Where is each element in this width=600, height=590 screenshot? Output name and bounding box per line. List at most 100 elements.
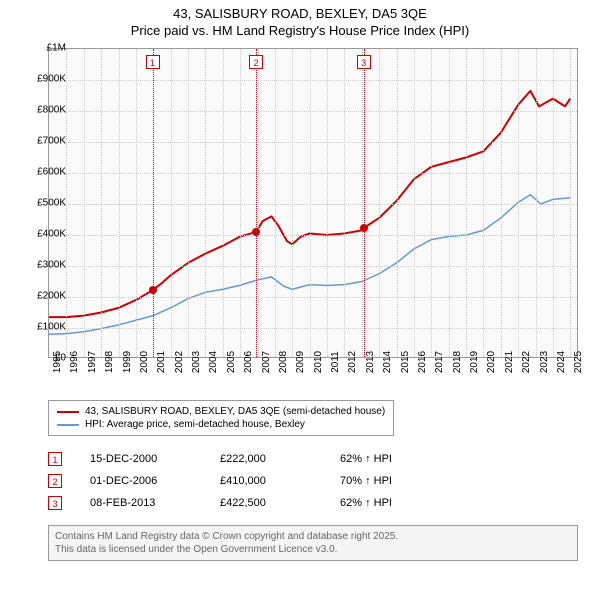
grid-v [84,49,85,357]
y-axis-label: £200K [26,291,66,302]
x-axis-label: 2013 [365,351,376,373]
x-axis-label: 1999 [122,351,133,373]
grid-v [536,49,537,357]
x-axis-label: 2010 [313,351,324,373]
grid-v [431,49,432,357]
sales-row-3: 3 08-FEB-2013 £422,500 62% ↑ HPI [48,492,440,514]
chart-plot-area: 123 [48,48,578,358]
x-axis-label: 2018 [452,351,463,373]
sales-marker-3: 3 [48,496,62,510]
x-axis-label: 2000 [139,351,150,373]
chart-svg [49,49,577,357]
legend-swatch-1 [57,411,79,413]
x-axis-label: 2022 [521,351,532,373]
grid-h [49,297,577,298]
x-axis-label: 2025 [573,351,584,373]
grid-v [483,49,484,357]
x-axis-label: 2009 [295,351,306,373]
x-axis-label: 2017 [434,351,445,373]
sale-marker-line [364,49,365,357]
sale-point-dot [360,224,368,232]
y-axis-label: £500K [26,198,66,209]
x-axis-label: 2011 [330,351,341,373]
grid-v [518,49,519,357]
x-axis-label: 2001 [156,351,167,373]
x-axis-label: 2012 [347,351,358,373]
sales-table: 1 15-DEC-2000 £222,000 62% ↑ HPI 2 01-DE… [48,448,440,514]
y-axis-label: £400K [26,229,66,240]
legend-label-2: HPI: Average price, semi-detached house,… [85,419,305,430]
grid-v [171,49,172,357]
grid-v [258,49,259,357]
grid-v [344,49,345,357]
legend-swatch-2 [57,424,79,426]
sales-pct-2: 70% ↑ HPI [340,475,440,487]
sales-marker-2: 2 [48,474,62,488]
grid-v [449,49,450,357]
sales-price-3: £422,500 [220,497,340,509]
sale-marker-line [153,49,154,357]
footer-line-1: Contains HM Land Registry data © Crown c… [55,530,571,543]
x-axis-label: 2002 [174,351,185,373]
x-axis-label: 2004 [208,351,219,373]
x-axis-label: 1997 [87,351,98,373]
grid-v [188,49,189,357]
x-axis-label: 2024 [556,351,567,373]
sales-pct-3: 62% ↑ HPI [340,497,440,509]
y-axis-label: £1M [26,43,66,54]
sale-marker-line [256,49,257,357]
grid-h [49,235,577,236]
sales-price-1: £222,000 [220,453,340,465]
grid-v [379,49,380,357]
grid-v [275,49,276,357]
grid-v [414,49,415,357]
legend-row-1: 43, SALISBURY ROAD, BEXLEY, DA5 3QE (sem… [57,405,385,418]
legend-row-2: HPI: Average price, semi-detached house,… [57,418,385,431]
grid-v [240,49,241,357]
grid-h [49,266,577,267]
grid-v [292,49,293,357]
grid-v [570,49,571,357]
x-axis-label: 1995 [52,351,63,373]
legend-box: 43, SALISBURY ROAD, BEXLEY, DA5 3QE (sem… [48,400,394,436]
grid-h [49,328,577,329]
title-line-2: Price paid vs. HM Land Registry's House … [0,23,600,40]
chart-container: 43, SALISBURY ROAD, BEXLEY, DA5 3QE Pric… [0,0,600,590]
grid-h [49,204,577,205]
sales-pct-1: 62% ↑ HPI [340,453,440,465]
grid-v [101,49,102,357]
y-axis-label: £900K [26,74,66,85]
y-axis-label: £700K [26,136,66,147]
x-axis-label: 2023 [539,351,550,373]
sales-date-3: 08-FEB-2013 [90,497,220,509]
x-axis-label: 2021 [504,351,515,373]
footer-line-2: This data is licensed under the Open Gov… [55,543,571,556]
sale-point-dot [252,228,260,236]
grid-v [362,49,363,357]
grid-v [327,49,328,357]
grid-v [397,49,398,357]
grid-h [49,142,577,143]
sales-date-2: 01-DEC-2006 [90,475,220,487]
sales-date-1: 15-DEC-2000 [90,453,220,465]
grid-v [501,49,502,357]
grid-v [205,49,206,357]
legend-label-1: 43, SALISBURY ROAD, BEXLEY, DA5 3QE (sem… [85,406,385,417]
y-axis-label: £800K [26,105,66,116]
y-axis-label: £600K [26,167,66,178]
sale-marker-box: 1 [146,55,160,69]
x-axis-label: 1998 [104,351,115,373]
grid-v [119,49,120,357]
grid-v [136,49,137,357]
x-axis-label: 2015 [400,351,411,373]
title-line-1: 43, SALISBURY ROAD, BEXLEY, DA5 3QE [0,6,600,23]
x-axis-label: 2003 [191,351,202,373]
sales-row-2: 2 01-DEC-2006 £410,000 70% ↑ HPI [48,470,440,492]
y-axis-label: £100K [26,322,66,333]
sale-marker-box: 2 [249,55,263,69]
x-axis-label: 2016 [417,351,428,373]
grid-v [466,49,467,357]
x-axis-label: 2007 [261,351,272,373]
grid-v [310,49,311,357]
sale-point-dot [149,286,157,294]
